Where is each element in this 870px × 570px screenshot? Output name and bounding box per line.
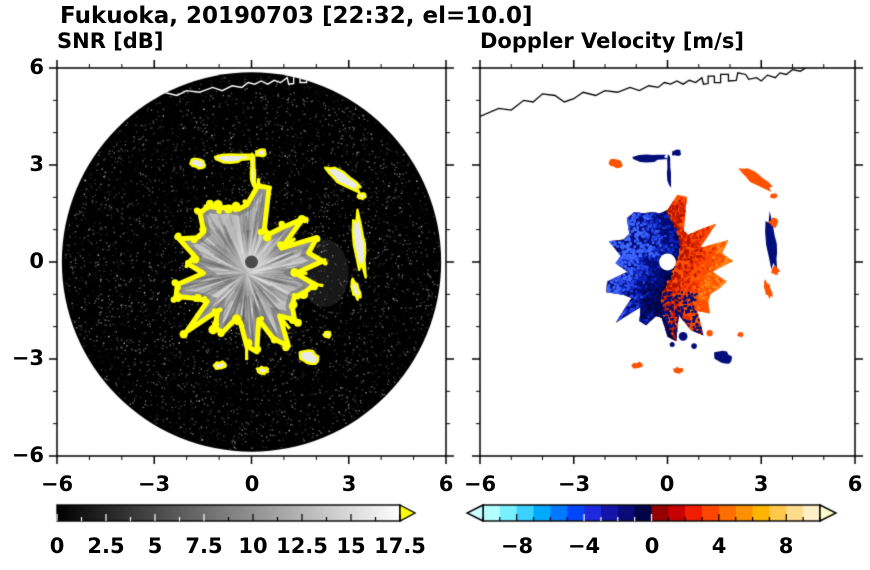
x-tick-label: −6 [463, 472, 497, 496]
snr-panel-title: SNR [dB] [57, 29, 164, 53]
x-tick-label: −6 [40, 472, 74, 496]
colorbar-tick-label: 12.5 [276, 534, 328, 558]
x-tick-label: 3 [753, 472, 769, 496]
colorbar-tick-label: 15 [336, 534, 366, 558]
x-tick-label: −3 [137, 472, 171, 496]
x-tick-label: 3 [341, 472, 357, 496]
colorbar-tick-label: 4 [711, 534, 727, 558]
colorbar-tick-label: −4 [567, 534, 601, 558]
y-tick-label: 6 [29, 55, 44, 79]
figure-title: Fukuoka, 20190703 [22:32, el=10.0] [60, 3, 533, 29]
colorbar-tick-label: 0 [49, 534, 65, 558]
y-tick-label: −6 [11, 443, 44, 467]
colorbar-tick-label: 5 [147, 534, 163, 558]
x-tick-label: −3 [557, 472, 591, 496]
colorbar-tick-label: 7.5 [185, 534, 223, 558]
colorbar-tick-label: 0 [644, 534, 660, 558]
velocity-panel-title: Doppler Velocity [m/s] [480, 29, 744, 53]
velocity-plot-canvas [468, 56, 867, 468]
y-tick-label: 0 [29, 249, 44, 273]
velocity-colorbar [455, 502, 845, 528]
x-tick-label: 6 [438, 472, 454, 496]
x-tick-label: 0 [659, 472, 675, 496]
snr-plot-canvas [45, 56, 458, 468]
snr-colorbar [50, 502, 422, 528]
y-tick-label: 3 [29, 152, 44, 176]
colorbar-tick-label: 17.5 [374, 534, 426, 558]
colorbar-tick-label: −8 [500, 534, 534, 558]
x-tick-label: 0 [244, 472, 260, 496]
x-tick-label: 6 [847, 472, 863, 496]
colorbar-tick-label: 8 [778, 534, 794, 558]
colorbar-tick-label: 10 [238, 534, 268, 558]
y-tick-label: −3 [11, 346, 44, 370]
colorbar-tick-label: 2.5 [87, 534, 125, 558]
